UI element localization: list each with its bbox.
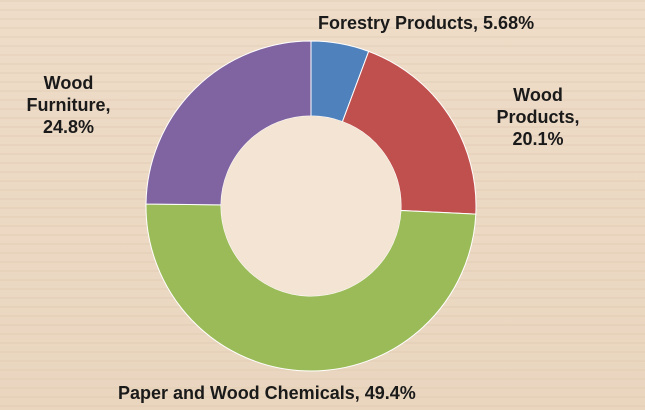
label-wood-products: Wood Products, 20.1% xyxy=(488,84,588,150)
label-wood-furniture: Wood Furniture, 24.8% xyxy=(16,72,121,138)
label-wood-products-line2: Products, xyxy=(496,107,580,127)
label-forestry-products-text: Forestry Products, 5.68% xyxy=(318,13,535,33)
donut-slices xyxy=(145,40,477,372)
label-wood-products-line1: Wood xyxy=(513,85,563,105)
label-wood-furniture-line1: Wood xyxy=(43,73,94,93)
label-forestry-products: Forestry Products, 5.68% xyxy=(318,12,534,34)
label-wood-furniture-line2: Furniture, xyxy=(26,95,111,115)
label-wood-products-line3: 20.1% xyxy=(512,129,564,149)
slice-paper-and-wood-chemicals xyxy=(145,203,477,372)
label-wood-furniture-line3: 24.8% xyxy=(42,117,95,137)
donut-hole xyxy=(221,116,401,296)
label-paper-wood-chemicals: Paper and Wood Chemicals, 49.4% xyxy=(118,382,416,404)
label-paper-wood-chemicals-text: Paper and Wood Chemicals, 49.4% xyxy=(118,383,416,403)
